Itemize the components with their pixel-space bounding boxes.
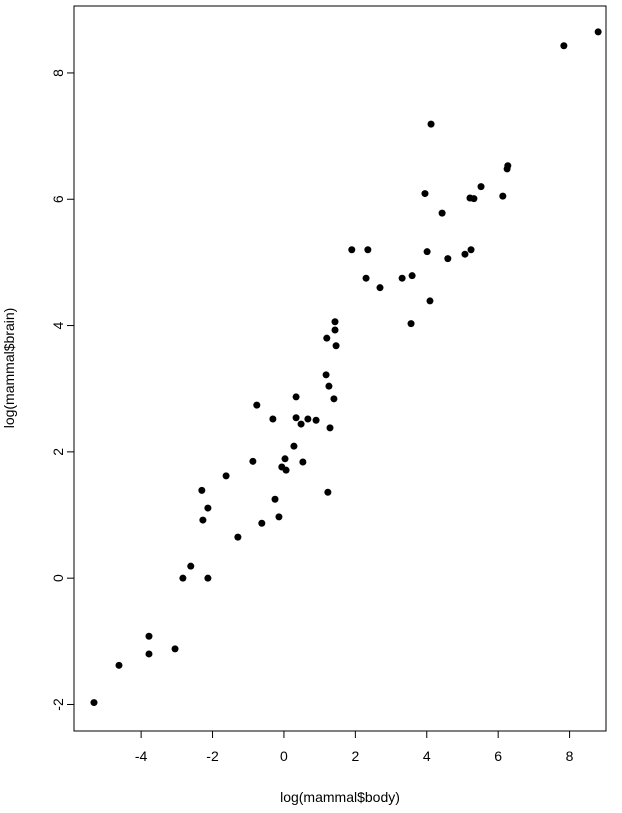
- point: [199, 516, 207, 524]
- point: [560, 42, 568, 50]
- point: [275, 513, 283, 521]
- point: [145, 632, 153, 640]
- point: [376, 284, 384, 292]
- point: [282, 466, 290, 474]
- point: [326, 424, 334, 432]
- y-axis-label: log(mammal$brain): [1, 308, 17, 429]
- point: [362, 274, 370, 282]
- point: [179, 574, 187, 582]
- x-tick-label: 8: [566, 748, 574, 764]
- point: [323, 334, 331, 342]
- point: [290, 442, 298, 450]
- point: [461, 250, 469, 258]
- point: [281, 455, 289, 463]
- point: [145, 650, 153, 658]
- point: [312, 416, 320, 424]
- x-tick-label: -4: [135, 748, 148, 764]
- point: [271, 495, 279, 503]
- point: [204, 574, 212, 582]
- point: [364, 246, 372, 254]
- point: [324, 488, 332, 496]
- point: [292, 393, 300, 401]
- point: [348, 246, 356, 254]
- point: [222, 472, 230, 480]
- point: [325, 382, 333, 390]
- y-tick-label: 0: [50, 574, 66, 582]
- point: [332, 342, 340, 350]
- point: [477, 183, 485, 191]
- point: [292, 414, 300, 422]
- point: [444, 255, 452, 263]
- x-tick-label: -2: [206, 748, 219, 764]
- x-tick-label: 2: [351, 748, 359, 764]
- point: [249, 457, 257, 465]
- y-tick-label: 8: [50, 69, 66, 77]
- point: [467, 246, 475, 254]
- point: [322, 371, 330, 379]
- y-tick-label: -2: [50, 698, 66, 711]
- y-tick-label: 2: [50, 448, 66, 456]
- point: [171, 645, 179, 653]
- y-tick-label: 4: [50, 321, 66, 329]
- point: [423, 248, 431, 256]
- point: [594, 28, 602, 36]
- point: [90, 699, 98, 707]
- point: [234, 533, 242, 541]
- point: [427, 120, 435, 128]
- point: [426, 297, 434, 305]
- point: [398, 274, 406, 282]
- point: [299, 458, 307, 466]
- point: [204, 504, 212, 512]
- x-tick-label: 6: [494, 748, 502, 764]
- x-tick-label: 4: [423, 748, 431, 764]
- point: [470, 195, 478, 203]
- point: [407, 320, 415, 328]
- point: [504, 162, 512, 170]
- point: [330, 395, 338, 403]
- point: [331, 318, 339, 326]
- point: [421, 190, 429, 198]
- point: [408, 272, 416, 280]
- point: [269, 415, 277, 423]
- point: [304, 415, 312, 423]
- point: [198, 486, 206, 494]
- point: [187, 562, 195, 570]
- point: [258, 519, 266, 527]
- point: [331, 326, 339, 334]
- point: [297, 420, 305, 428]
- y-tick-label: 6: [50, 195, 66, 203]
- plot-box: [73, 5, 607, 732]
- x-axis-label: log(mammal$body): [280, 789, 400, 805]
- point: [499, 192, 507, 200]
- point: [115, 661, 123, 669]
- x-tick-label: 0: [280, 748, 288, 764]
- point: [253, 401, 261, 409]
- point: [438, 209, 446, 217]
